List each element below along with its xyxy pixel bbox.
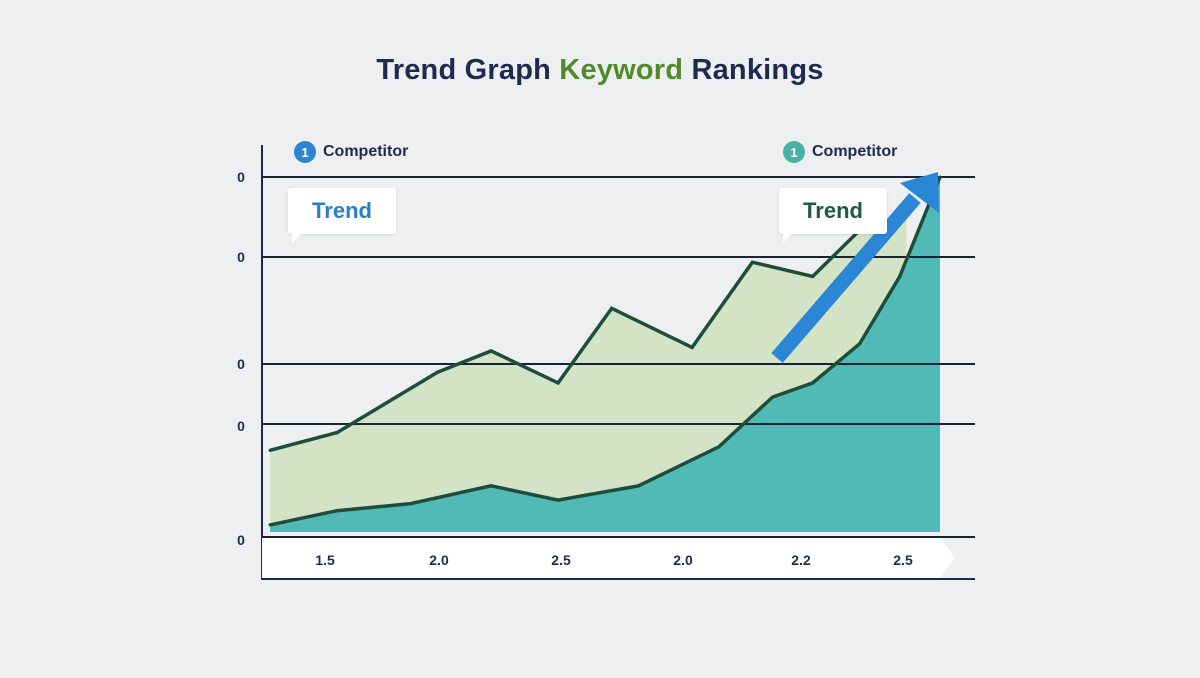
x-tick-label: 1.5	[315, 552, 335, 568]
series-1-point	[268, 448, 272, 452]
series-1-point	[436, 370, 439, 374]
series-2-point	[335, 509, 339, 513]
series-2-point	[811, 381, 815, 385]
number-badge-icon: 1	[783, 141, 805, 163]
series-2-point	[938, 175, 942, 179]
series-1-point	[690, 345, 694, 349]
title-accent: Keyword	[559, 54, 684, 86]
series-2-point	[637, 484, 640, 488]
series-2-point	[771, 395, 774, 399]
series-2-point	[858, 342, 862, 346]
trend-arrow-shaft	[771, 193, 921, 363]
title-part-1: Trend Graph	[376, 54, 552, 86]
y-tick-label: 0	[237, 169, 245, 185]
x-tick-label: 2.5	[551, 552, 571, 568]
trend-arrow-head-icon	[900, 172, 939, 213]
series-2-area	[270, 177, 940, 532]
series-1-point	[811, 274, 815, 278]
y-tick-label: 0	[237, 532, 245, 548]
series-2-point	[898, 274, 902, 278]
series-2-point	[489, 484, 493, 488]
x-tick-label: 2.2	[791, 552, 811, 568]
series-2-point	[409, 502, 413, 506]
y-tick-label: 0	[237, 356, 245, 372]
y-tick-label: 0	[237, 418, 245, 434]
trend-callout: Trend	[779, 188, 887, 243]
series-1-point	[556, 381, 560, 385]
number-badge-icon: 1	[294, 141, 316, 163]
x-axis-band	[262, 537, 955, 578]
legend-item-2: 1 Competitor	[783, 141, 897, 163]
trend-callout: Trend	[288, 188, 396, 243]
legend-item-1: 1 Competitor	[294, 141, 408, 163]
series-2-point	[717, 445, 721, 449]
legend-label: Competitor	[323, 143, 409, 160]
series-2-point	[556, 498, 560, 502]
x-tick-label: 2.0	[673, 552, 693, 568]
legend-label: Competitor	[812, 143, 898, 160]
series-2-line	[269, 176, 942, 527]
series-2-point	[268, 523, 272, 527]
series-1-point	[489, 349, 493, 353]
chart-title: Trend Graph Keyword Rankings	[0, 54, 1200, 87]
series-1-point	[335, 431, 339, 435]
title-part-2: Rankings	[691, 54, 824, 86]
x-tick-label: 2.5	[893, 552, 913, 568]
series-1-point	[610, 306, 614, 310]
y-tick-label: 0	[237, 249, 245, 265]
series-1-point	[750, 260, 754, 264]
x-tick-label: 2.0	[429, 552, 449, 568]
